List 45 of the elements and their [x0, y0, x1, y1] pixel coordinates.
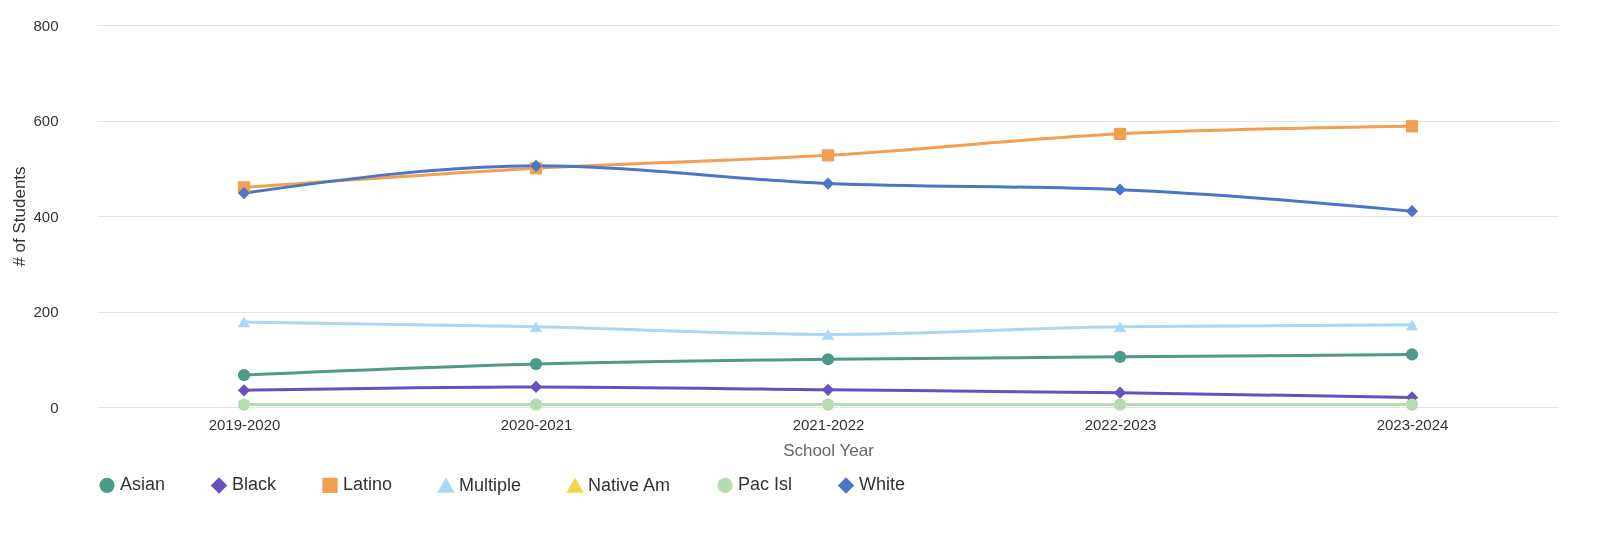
- point: [237, 186, 251, 200]
- point: [1113, 350, 1127, 363]
- legend-label: Multiple: [459, 474, 522, 495]
- point: [1405, 120, 1419, 133]
- x-tick-label: 2019-2020: [208, 415, 281, 433]
- point: [237, 384, 251, 397]
- point: [1405, 205, 1419, 218]
- point: [529, 380, 543, 394]
- y-tick-label: 800: [33, 16, 59, 34]
- x-axis-title: School Year: [783, 440, 875, 460]
- point: [1113, 321, 1127, 333]
- x-tick-label: 2023-2024: [1376, 415, 1449, 433]
- y-tick-label: 200: [33, 303, 59, 320]
- point: [821, 383, 835, 396]
- point: [821, 353, 835, 366]
- point: [821, 398, 835, 411]
- point: [237, 398, 251, 411]
- legend-label: Black: [232, 474, 278, 495]
- legend-label: Native Am: [588, 474, 671, 495]
- point: [529, 321, 543, 333]
- point: [1405, 398, 1419, 411]
- point: [821, 149, 835, 162]
- point: [1405, 348, 1419, 361]
- legend-label: Pac Isl: [738, 474, 793, 495]
- point: [1405, 319, 1419, 331]
- legend-label: Latino: [343, 474, 393, 495]
- x-tick-label: 2022-2023: [1084, 415, 1157, 433]
- point: [821, 177, 835, 190]
- point: [237, 316, 251, 328]
- point: [821, 329, 835, 340]
- x-tick-label: 2021-2022: [792, 415, 865, 433]
- point: [237, 368, 251, 382]
- y-tick-label: 600: [33, 112, 59, 129]
- y-axis-title: # of Students: [10, 166, 30, 267]
- y-tick-label: 400: [33, 207, 59, 225]
- point: [1113, 127, 1127, 140]
- point: [529, 398, 543, 411]
- x-tick-label: 2020-2021: [500, 415, 573, 433]
- point: [529, 357, 543, 371]
- point: [1113, 183, 1127, 196]
- y-tick-label: 0: [50, 398, 59, 416]
- point: [1113, 398, 1127, 411]
- legend-label: White: [859, 474, 906, 495]
- legend-label: Asian: [120, 474, 166, 495]
- point: [1113, 386, 1127, 399]
